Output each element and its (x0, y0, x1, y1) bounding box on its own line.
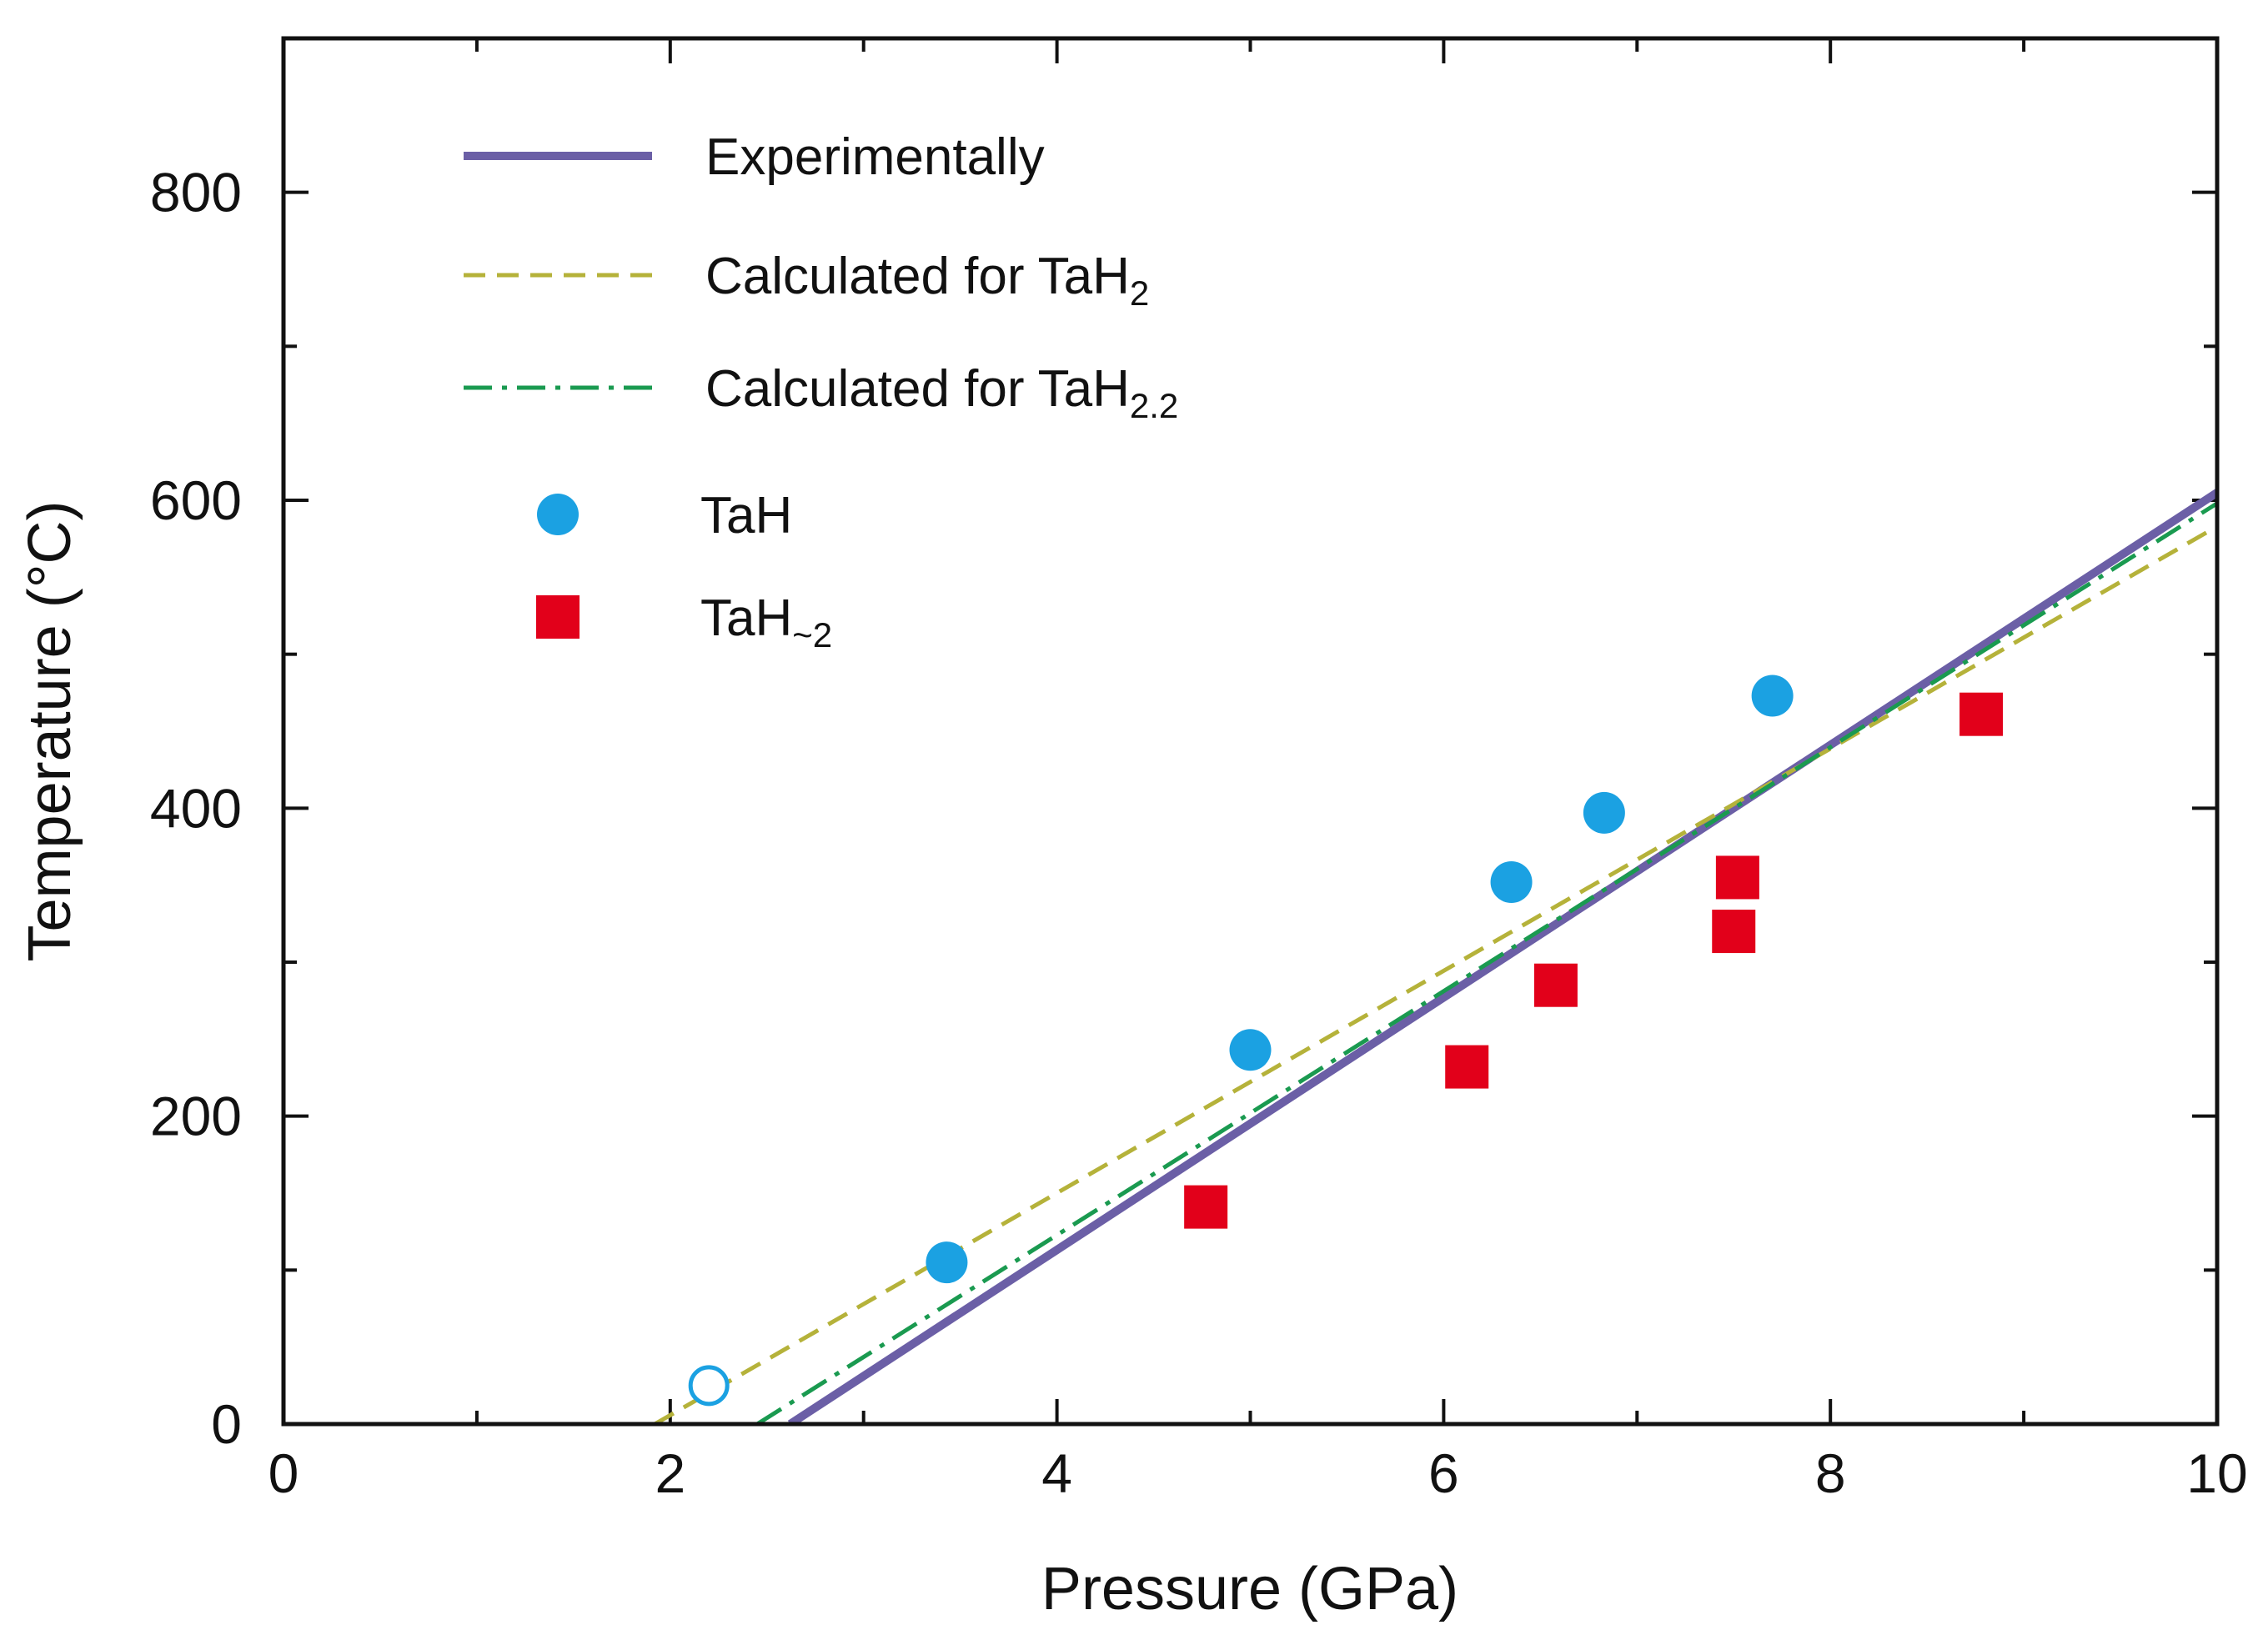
data-point (1959, 692, 2004, 736)
x-tick-label: 6 (1428, 1442, 1459, 1504)
x-axis-label: Pressure (GPa) (1041, 1556, 1458, 1622)
tick-labels: 0 2 4 6 8 10 0 200 400 600 800 (150, 162, 2248, 1504)
x-tick-label: 10 (2186, 1442, 2247, 1504)
data-point (1490, 860, 1533, 903)
legend-marker (537, 494, 579, 535)
data-point (1229, 1029, 1272, 1071)
series-line (654, 524, 2217, 1424)
x-tick-label: 4 (1041, 1442, 1072, 1504)
x-tick-label: 0 (268, 1442, 299, 1504)
plot-frame (281, 36, 2220, 1427)
y-tick-label: 0 (211, 1393, 242, 1455)
series-line (787, 489, 2217, 1424)
x-tick-label: 8 (1815, 1442, 1846, 1504)
data-point (1751, 675, 1794, 717)
y-tick-label: 200 (150, 1086, 242, 1147)
legend: Experimentally Calculated for TaH2 Calcula… (464, 128, 1178, 654)
series-line (755, 501, 2217, 1424)
data-point (1184, 1185, 1228, 1229)
legend-label: TaH (700, 487, 792, 544)
data-point (1712, 910, 1756, 954)
series-points (688, 675, 2004, 1407)
legend-marker (536, 595, 580, 639)
legend-label: Calculated for TaH2.2 (705, 360, 1178, 425)
data-point (1583, 791, 1625, 834)
y-tick-label: 400 (150, 777, 242, 839)
y-tick-label: 800 (150, 162, 242, 223)
y-tick-label: 600 (150, 469, 242, 531)
x-tick-label: 2 (655, 1442, 685, 1504)
data-point (926, 1241, 968, 1284)
data-point (1445, 1045, 1489, 1089)
data-point (1715, 855, 1759, 900)
data-point (688, 1365, 730, 1407)
data-point (1533, 963, 1578, 1007)
legend-label: Experimentally (705, 128, 1045, 186)
y-axis-label: Temperature (°C) (17, 501, 83, 962)
series-lines (654, 489, 2217, 1424)
legend-label: Calculated for TaH2 (705, 248, 1149, 313)
